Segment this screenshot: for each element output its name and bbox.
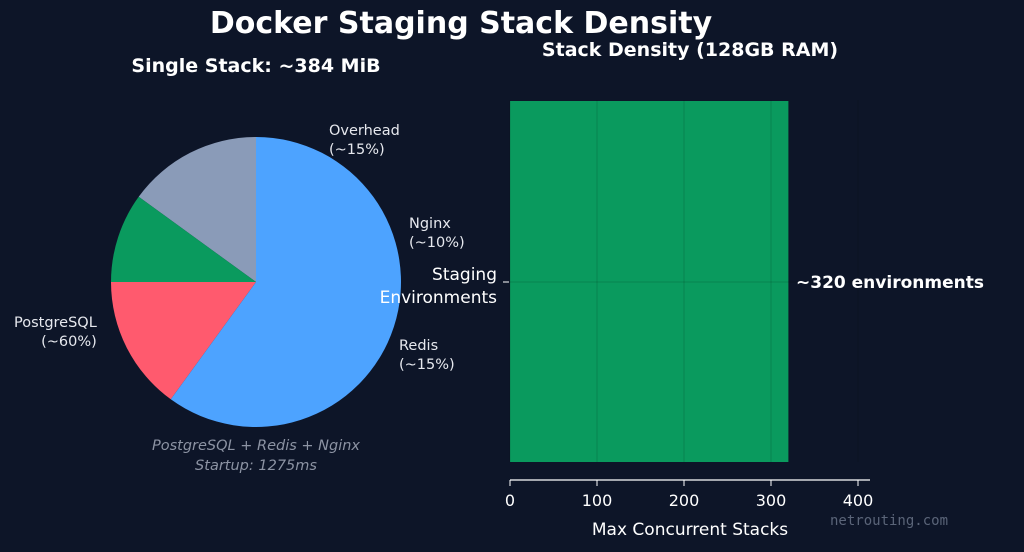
main-title: Docker Staging Stack Density <box>209 6 713 41</box>
x-tick-label: 0 <box>505 491 515 510</box>
watermark: netrouting.com <box>830 513 949 529</box>
x-tick-label: 400 <box>843 491 874 510</box>
pie-annotation-stack: PostgreSQL + Redis + Nginx <box>151 438 361 454</box>
pie-label-redis: Redis (~15%) <box>399 338 455 373</box>
pie-label-overhead: Overhead (~15%) <box>329 123 400 158</box>
pie-annotation-startup: Startup: 1275ms <box>195 458 317 474</box>
y-tick-label: Staging Environments <box>380 265 498 308</box>
pie-slice-postgresql <box>170 137 401 427</box>
x-tick-label: 200 <box>669 491 700 510</box>
pie-slice-redis <box>111 282 256 400</box>
x-axis-label: Max Concurrent Stacks <box>592 520 788 540</box>
pie-slice-nginx <box>111 196 256 282</box>
bar-chart-title: Stack Density (128GB RAM) <box>541 39 839 61</box>
bar-staging-environments <box>510 101 789 462</box>
x-tick-label: 300 <box>756 491 787 510</box>
pie-slice-overhead <box>138 137 256 282</box>
bar-value-label: ~320 environments <box>796 273 984 293</box>
x-tick-label: 100 <box>582 491 613 510</box>
pie-label-nginx: Nginx (~10%) <box>409 216 465 251</box>
pie-label-postgresql: PostgreSQL (~60%) <box>14 315 97 350</box>
pie-chart-title: Single Stack: ~384 MiB <box>131 55 381 77</box>
